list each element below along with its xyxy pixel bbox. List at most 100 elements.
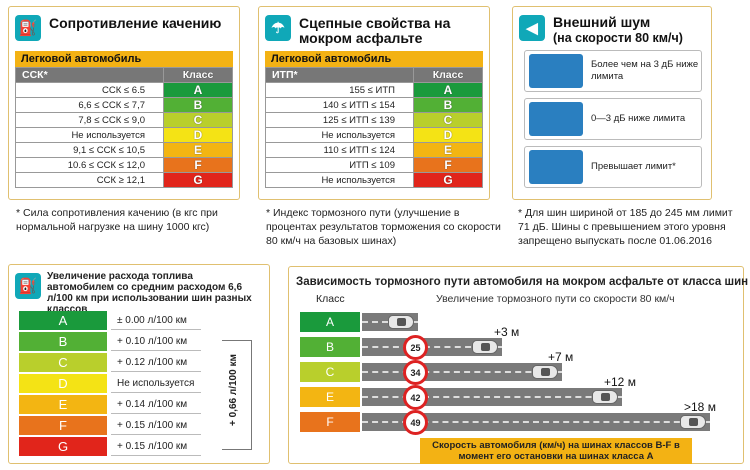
wet-col2: Класс (414, 68, 482, 82)
noise-label-3: Превышает лимит* (591, 161, 676, 172)
rolling-range: 10.6 ≤ ССК ≤ 12,0 (16, 158, 164, 172)
fuel-total-label: + 0,66 л/100 км (228, 340, 246, 440)
wet-table: ИТП* Класс 155 ≤ ИТП A 140 ≤ ИТП ≤ 154 B 125… (265, 67, 483, 188)
fuel-class-badge: B (19, 332, 107, 351)
fuel-value: + 0.12 л/100 км (111, 353, 201, 372)
wet-note: * Индекс тормозного пути (улучшение в пр… (266, 207, 501, 247)
tire-one-wave-icon (529, 54, 583, 88)
fuel-class-badge: F (19, 416, 107, 435)
rolling-row: Не используется D (16, 128, 232, 143)
wet-row: 125 ≤ ИТП ≤ 139 C (266, 113, 482, 128)
fuel-value: ± 0.00 л/100 км (111, 311, 201, 330)
wet-row: 155 ≤ ИТП A (266, 83, 482, 98)
car-icon (472, 340, 498, 354)
fuel-class-badge: E (19, 395, 107, 414)
braking-class-badge: F (300, 412, 360, 432)
braking-delta: >18 м (684, 400, 716, 414)
braking-col1: Класс (316, 293, 345, 305)
braking-class-badge: B (300, 337, 360, 357)
speed-sign: 25 (403, 335, 428, 360)
fuel-class-badge: D (19, 374, 107, 393)
rain-cloud-icon: ☂ (265, 15, 291, 41)
rolling-class-badge: B (164, 98, 232, 112)
wet-range: ИТП ≤ 109 (266, 158, 414, 172)
wet-header-row: ИТП* Класс (266, 68, 482, 83)
rolling-note: * Сила сопротивления качению (в кгс при … (16, 207, 218, 233)
wet-range: 155 ≤ ИТП (266, 83, 414, 97)
wet-range: 140 ≤ ИТП ≤ 154 (266, 98, 414, 112)
wet-class-badge: D (414, 128, 482, 142)
wet-row: 110 ≤ ИТП ≤ 124 E (266, 143, 482, 158)
car-icon (532, 365, 558, 379)
wet-group-header: Легковой автомобиль (265, 51, 483, 67)
noise-subtitle: (на скорости 80 км/ч) (553, 31, 683, 45)
wet-col1: ИТП* (266, 68, 414, 82)
braking-road (362, 413, 710, 431)
wet-title: Сцепные свойства на мокром асфальте (299, 15, 451, 46)
noise-row-2: 0—3 дБ ниже лимита (524, 98, 702, 140)
fuel-class-badge: A (19, 311, 107, 330)
rolling-range: 6,6 ≤ ССК ≤ 7,7 (16, 98, 164, 112)
rolling-class-badge: E (164, 143, 232, 157)
fuel-value: + 0.15 л/100 км (111, 416, 201, 435)
rolling-col2: Класс (164, 68, 232, 82)
braking-delta: +12 м (604, 375, 636, 389)
fuel-class-badge: C (19, 353, 107, 372)
rolling-group-header: Легковой автомобиль (15, 51, 233, 67)
noise-label-2: 0—3 дБ ниже лимита (591, 113, 686, 124)
fuel-value: + 0.14 л/100 км (111, 395, 201, 414)
braking-class-badge: C (300, 362, 360, 382)
rolling-row: 6,6 ≤ ССК ≤ 7,7 B (16, 98, 232, 113)
wet-class-badge: E (414, 143, 482, 157)
noise-row-3: Превышает лимит* (524, 146, 702, 188)
braking-col2: Увеличение тормозного пути со скорости 8… (436, 293, 675, 305)
car-icon (680, 415, 706, 429)
noise-note: * Для шин шириной от 185 до 245 мм лимит… (518, 207, 733, 247)
wet-range: Не используется (266, 128, 414, 142)
wet-row: Не используется D (266, 128, 482, 143)
rolling-title: Сопротивление качению (49, 15, 222, 31)
wet-class-badge: G (414, 173, 482, 187)
noise-title: Внешний шум (553, 14, 651, 30)
tire-three-waves-icon (529, 150, 583, 184)
speed-sign: 34 (403, 360, 428, 385)
noise-row-1: Более чем на 3 дБ ниже лимита (524, 50, 702, 92)
rolling-class-badge: F (164, 158, 232, 172)
wet-row: 140 ≤ ИТП ≤ 154 B (266, 98, 482, 113)
braking-delta: +3 м (494, 325, 520, 339)
rolling-header-row: ССК* Класс (16, 68, 232, 83)
rolling-table: ССК* Класс ССК ≤ 6.5 A 6,6 ≤ ССК ≤ 7,7 B 7,8… (15, 67, 233, 188)
rolling-range: ССК ≤ 6.5 (16, 83, 164, 97)
fuel-value: + 0.10 л/100 км (111, 332, 201, 351)
fuel-title: Увеличение расхода топлива автомобилем с… (47, 271, 252, 315)
rolling-range: ССК ≥ 12,1 (16, 173, 164, 187)
rolling-row: 10.6 ≤ ССК ≤ 12,0 F (16, 158, 232, 173)
wet-row: ИТП ≤ 109 F (266, 158, 482, 173)
tire-two-waves-icon (529, 102, 583, 136)
car-icon (592, 390, 618, 404)
fuel-value: Не используется (111, 374, 201, 393)
rolling-class-badge: C (164, 113, 232, 127)
wet-class-badge: F (414, 158, 482, 172)
car-icon (388, 315, 414, 329)
wet-row: Не используется G (266, 173, 482, 188)
braking-caption: Скорость автомобиля (км/ч) на шинах клас… (420, 438, 692, 464)
rolling-panel: ⛽ Сопротивление качению Легковой автомоб… (8, 6, 240, 200)
speaker-icon: ◀ (519, 15, 545, 41)
braking-title: Зависимость тормозного пути автомобиля н… (296, 276, 749, 288)
rolling-row: ССК ≥ 12,1 G (16, 173, 232, 188)
rolling-range: 7,8 ≤ ССК ≤ 9,0 (16, 113, 164, 127)
rolling-class-badge: A (164, 83, 232, 97)
rolling-row: 7,8 ≤ ССК ≤ 9,0 C (16, 113, 232, 128)
rolling-range: Не используется (16, 128, 164, 142)
rolling-class-badge: D (164, 128, 232, 142)
fuel-class-badge: G (19, 437, 107, 456)
rolling-class-badge: G (164, 173, 232, 187)
wet-class-badge: C (414, 113, 482, 127)
speed-sign: 42 (403, 385, 428, 410)
wet-panel: ☂ Сцепные свойства на мокром асфальте Ле… (258, 6, 490, 200)
braking-road (362, 388, 622, 406)
braking-class-badge: E (300, 387, 360, 407)
wet-class-badge: B (414, 98, 482, 112)
braking-delta: +7 м (548, 350, 574, 364)
